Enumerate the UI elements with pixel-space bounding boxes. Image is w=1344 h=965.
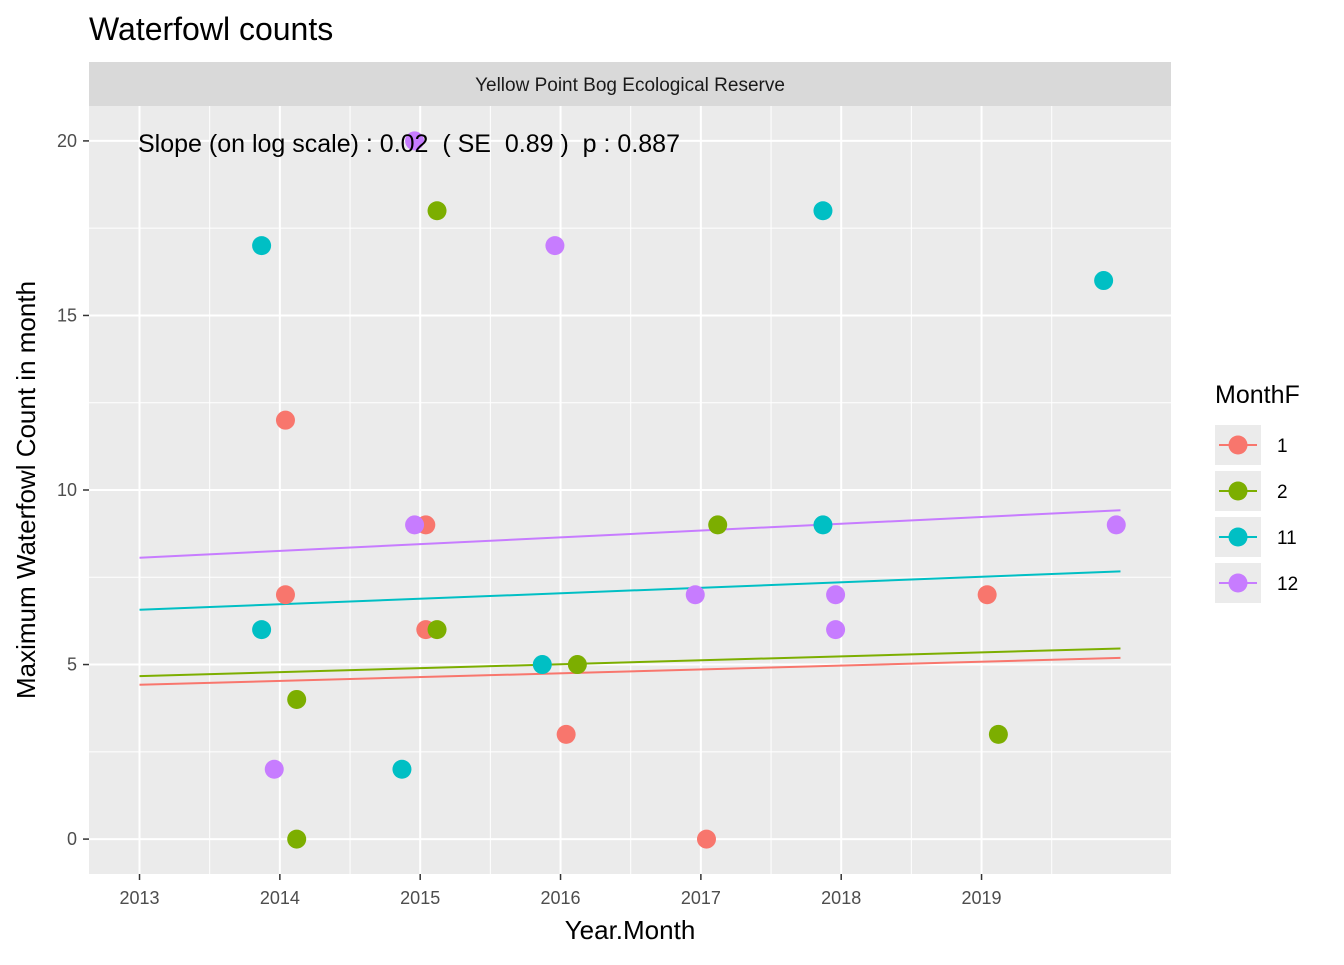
- data-point-2: [287, 829, 307, 849]
- data-point-11: [1094, 271, 1114, 291]
- data-point-1: [275, 410, 295, 430]
- x-axis-tick-labels: 2013 2014 2015 2016 2017 2018 2019: [119, 888, 1001, 908]
- x-tick-label: 2013: [119, 888, 159, 908]
- legend-item-label: 2: [1277, 482, 1288, 503]
- x-axis-title: Year.Month: [565, 915, 696, 945]
- data-points: [252, 131, 1126, 849]
- x-tick-label: 2017: [681, 888, 721, 908]
- y-tick-label: 20: [57, 131, 77, 151]
- trend-line-11: [139, 570, 1121, 611]
- data-point-11: [532, 655, 552, 675]
- grid-major-lines: [89, 106, 1171, 874]
- data-point-1: [696, 829, 716, 849]
- data-point-2: [988, 724, 1008, 744]
- y-axis-tick-labels: 0 5 10 15 20: [57, 131, 77, 849]
- data-point-1: [977, 585, 997, 605]
- x-tick-label: 2016: [541, 888, 581, 908]
- legend-key-point: [1228, 573, 1248, 593]
- legend-key-point: [1228, 527, 1248, 547]
- x-tick-label: 2018: [821, 888, 861, 908]
- data-point-12: [826, 585, 846, 605]
- x-tick-label: 2019: [962, 888, 1002, 908]
- data-point-11: [252, 620, 272, 640]
- chart-title: Waterfowl counts: [89, 11, 333, 47]
- legend-title: MonthF: [1215, 381, 1300, 409]
- data-point-12: [545, 236, 565, 256]
- data-point-12: [826, 620, 846, 640]
- y-tick-label: 0: [67, 829, 77, 849]
- trend-lines: [139, 509, 1121, 686]
- data-point-1: [275, 585, 295, 605]
- legend-item-label: 11: [1277, 528, 1297, 549]
- y-tick-label: 10: [57, 480, 77, 500]
- trend-line-12: [139, 509, 1121, 559]
- data-point-12: [685, 585, 705, 605]
- trend-line-1: [139, 656, 1121, 686]
- data-point-12: [405, 515, 425, 535]
- facet-strip: [89, 62, 1171, 106]
- legend-key-point: [1228, 481, 1248, 501]
- trend-line-2: [139, 647, 1121, 678]
- data-point-11: [392, 759, 412, 779]
- data-point-12: [1106, 515, 1126, 535]
- x-tick-label: 2015: [400, 888, 440, 908]
- data-point-2: [708, 515, 728, 535]
- data-point-11: [813, 201, 833, 221]
- data-point-1: [556, 724, 576, 744]
- data-point-12: [264, 759, 284, 779]
- data-point-2: [287, 689, 307, 709]
- legend-key-point: [1228, 435, 1248, 455]
- x-tick-label: 2014: [260, 888, 300, 908]
- data-point-2: [567, 655, 587, 675]
- data-point-2: [427, 201, 447, 221]
- y-tick-label: 15: [57, 305, 77, 325]
- data-point-11: [813, 515, 833, 535]
- slope-annotation: Slope (on log scale) : 0.02 ( SE 0.89 ) …: [138, 130, 680, 158]
- legend-item-label: 12: [1277, 574, 1298, 595]
- legend-item-label: 1: [1277, 436, 1288, 457]
- y-tick-label: 5: [67, 655, 77, 675]
- axis-ticks: [83, 140, 983, 880]
- y-axis-title: Maximum Waterfowl Count in month: [11, 281, 41, 699]
- data-point-11: [252, 236, 272, 256]
- data-point-2: [427, 620, 447, 640]
- facet-strip-label: Yellow Point Bog Ecological Reserve: [475, 75, 785, 96]
- data-point-12: [405, 131, 425, 151]
